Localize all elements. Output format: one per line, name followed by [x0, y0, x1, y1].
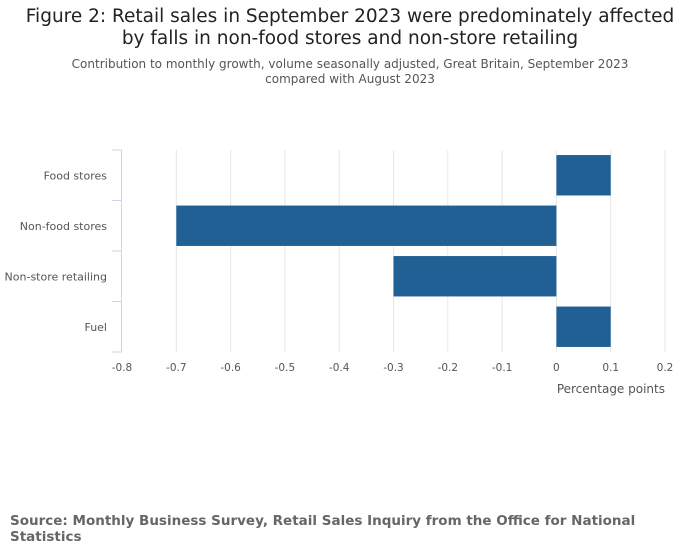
bars	[176, 155, 611, 347]
y-category-label: Non-store retailing	[5, 270, 107, 283]
x-tick-label: -0.3	[383, 362, 404, 374]
x-axis-label: Percentage points	[557, 382, 665, 396]
y-category-label: Non-food stores	[20, 220, 108, 233]
x-tick-label: -0.4	[329, 362, 350, 374]
source-note: Source: Monthly Business Survey, Retail …	[10, 513, 636, 545]
x-tick-label: -0.8	[112, 362, 133, 374]
x-tick-label: -0.5	[275, 362, 296, 374]
y-category-label: Food stores	[44, 169, 108, 182]
bar-non-store-retailing[interactable]	[393, 256, 557, 297]
chart-subtitle: Contribution to monthly growth, volume s…	[71, 57, 629, 86]
x-tick-label: -0.6	[220, 362, 241, 374]
x-tick-label: -0.1	[492, 362, 513, 374]
x-tick-label: -0.2	[438, 362, 459, 374]
x-axis-ticks: -0.8 -0.7 -0.6 -0.5 -0.4 -0.3 -0.2 -0.1 0 0.1 0.2	[112, 362, 674, 374]
x-tick-label: 0	[553, 362, 560, 374]
x-tick-label: 0.2	[657, 362, 674, 374]
chart-title: Figure 2: Retail sales in September 2023…	[25, 6, 675, 49]
y-category-label: Fuel	[84, 321, 107, 334]
bar-fuel[interactable]	[556, 306, 611, 347]
x-tick-label: 0.1	[602, 362, 619, 374]
bar-non-food-stores[interactable]	[176, 205, 557, 246]
bar-food-stores[interactable]	[556, 155, 611, 196]
y-axis: Food stores Non-food stores Non-store reta…	[5, 149, 122, 353]
x-tick-label: -0.7	[166, 362, 187, 374]
